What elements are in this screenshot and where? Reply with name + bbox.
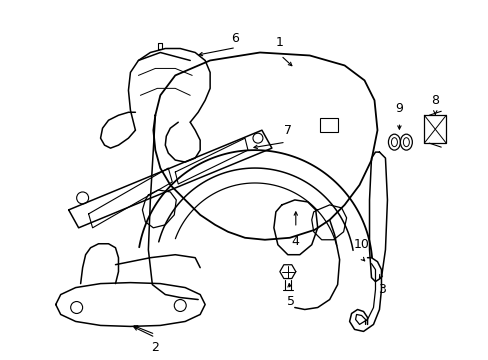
- Text: 4: 4: [291, 235, 299, 248]
- Circle shape: [77, 192, 88, 204]
- Ellipse shape: [400, 134, 411, 150]
- Text: 7: 7: [283, 124, 291, 137]
- Text: 1: 1: [275, 36, 283, 49]
- Bar: [319, 118, 337, 132]
- Text: 8: 8: [430, 94, 438, 107]
- Text: 10: 10: [353, 238, 369, 251]
- Circle shape: [252, 133, 263, 143]
- Text: 2: 2: [151, 341, 159, 354]
- Ellipse shape: [403, 138, 408, 147]
- Text: 3: 3: [378, 283, 386, 296]
- Ellipse shape: [390, 138, 397, 147]
- Text: 5: 5: [286, 295, 294, 308]
- Ellipse shape: [387, 134, 400, 150]
- Circle shape: [174, 300, 186, 311]
- Circle shape: [71, 302, 82, 314]
- Text: 9: 9: [395, 102, 403, 115]
- Text: 6: 6: [231, 32, 239, 45]
- Bar: [424, 115, 446, 143]
